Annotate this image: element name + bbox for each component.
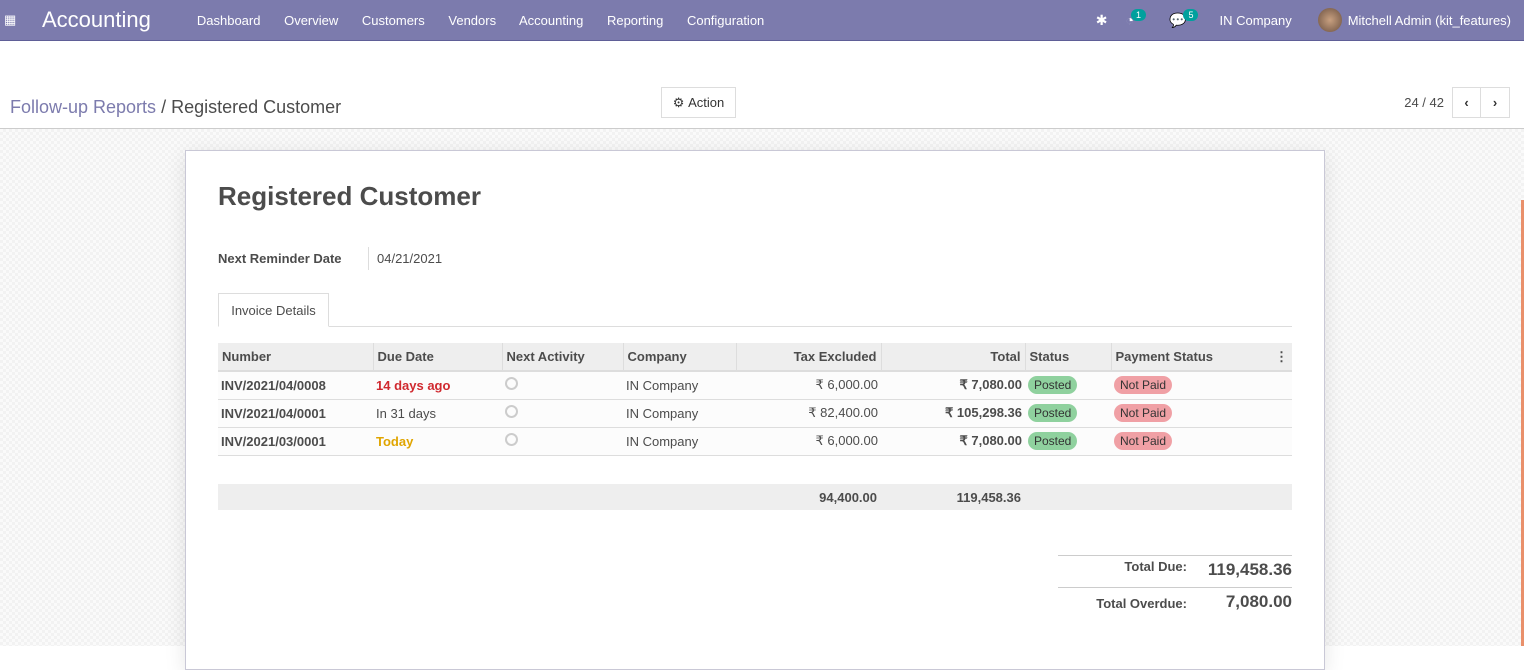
optional-columns-icon[interactable]: ⋮ — [1275, 348, 1288, 364]
scrollbar[interactable] — [1521, 200, 1524, 646]
main-menu: Dashboard Overview Customers Vendors Acc… — [197, 13, 784, 28]
form-sheet: Registered Customer Next Reminder Date 0… — [185, 150, 1325, 670]
status-badge: Posted — [1028, 404, 1078, 422]
col-next-activity[interactable]: Next Activity — [501, 343, 623, 372]
menu-customers[interactable]: Customers — [361, 12, 425, 28]
due-date: Today — [373, 427, 502, 456]
total: ₹ 105,298.36 — [881, 399, 1025, 428]
pager: 24 / 42 ‹ › — [1404, 87, 1510, 118]
total-due-label: Total Due: — [1124, 559, 1187, 574]
menu-configuration[interactable]: Configuration — [686, 12, 765, 28]
next-reminder-label: Next Reminder Date — [218, 251, 342, 266]
sum-total: 119,458.36 — [956, 490, 1021, 505]
col-status[interactable]: Status — [1024, 343, 1111, 372]
tax-excluded: ₹ 82,400.00 — [736, 399, 881, 428]
table-footer-totals: 94,400.00 119,458.36 — [218, 484, 1292, 510]
activity-clock-icon[interactable]: ◔ — [1125, 12, 1134, 28]
status-cell: Posted — [1025, 399, 1111, 428]
col-total[interactable]: Total — [880, 343, 1025, 372]
activity-clock-icon[interactable] — [505, 377, 518, 391]
total: ₹ 7,080.00 — [881, 427, 1025, 456]
col-due-date[interactable]: Due Date — [372, 343, 502, 372]
pager-value[interactable]: 24 / 42 — [1404, 95, 1444, 110]
status-cell: Posted — [1025, 371, 1111, 400]
activity-clock-icon[interactable] — [505, 405, 518, 418]
gear-icon: ⚙ — [672, 94, 689, 110]
total-due-value: 119,458.36 — [1207, 555, 1292, 580]
col-number[interactable]: Number — [218, 343, 373, 372]
col-company[interactable]: Company — [622, 343, 736, 372]
status-cell: Posted — [1025, 427, 1111, 456]
breadcrumb: Follow-up Reports / Registered Customer — [10, 97, 341, 118]
pager-previous-button[interactable]: ‹ — [1452, 87, 1481, 118]
invoice-number: INV/2021/04/0008 — [218, 371, 373, 400]
user-avatar[interactable] — [1317, 8, 1342, 32]
messages-badge: 5 — [1183, 9, 1199, 21]
tax-excluded: ₹ 6,000.00 — [736, 371, 881, 400]
control-panel: Follow-up Reports / Registered Customer — [0, 41, 1524, 129]
total: ₹ 7,080.00 — [881, 371, 1025, 400]
invoice-number: INV/2021/04/0001 — [218, 399, 373, 428]
totals-divider — [1058, 555, 1292, 556]
action-button[interactable]: ⚙ Action — [661, 87, 736, 118]
next-reminder-date-field[interactable]: 04/21/2021 — [368, 247, 442, 270]
menu-dashboard[interactable]: Dashboard — [196, 12, 261, 28]
invoice-number: INV/2021/03/0001 — [218, 427, 373, 456]
table-row[interactable]: INV/2021/04/0001 In 31 days IN Company ₹… — [218, 399, 1292, 428]
payment-status-badge: Not Paid — [1114, 404, 1173, 422]
payment-status-cell: Not Paid — [1111, 427, 1292, 456]
app-title[interactable]: Accounting — [42, 7, 151, 32]
status-badge: Posted — [1028, 376, 1078, 395]
next-activity-cell — [502, 427, 623, 456]
breadcrumb-current: Registered Customer — [171, 97, 342, 117]
tax-excluded: ₹ 6,000.00 — [736, 427, 881, 456]
next-activity-cell — [502, 371, 623, 400]
breadcrumb-separator: / — [161, 97, 167, 117]
page-title: Registered Customer — [218, 181, 481, 211]
status-badge: Posted — [1028, 432, 1078, 450]
payment-status-cell: Not Paid — [1111, 371, 1292, 400]
tab-divider — [218, 326, 1292, 327]
table-row[interactable]: INV/2021/03/0001 Today IN Company ₹ 6,00… — [218, 427, 1292, 456]
menu-reporting[interactable]: Reporting — [606, 12, 664, 28]
totals-divider-2 — [1058, 587, 1292, 588]
payment-status-cell: Not Paid — [1111, 399, 1292, 428]
activity-badge: 1 — [1131, 9, 1147, 21]
debug-bug-icon[interactable]: ✱ — [1095, 11, 1108, 28]
action-label: Action — [688, 95, 725, 110]
total-overdue-value: 7,080.00 — [1225, 592, 1292, 611]
col-tax-excluded[interactable]: Tax Excluded — [735, 343, 881, 372]
activity-clock-icon[interactable] — [505, 433, 518, 446]
company: IN Company — [623, 427, 736, 456]
payment-status-badge: Not Paid — [1114, 376, 1173, 395]
next-activity-cell — [502, 399, 623, 428]
company: IN Company — [623, 371, 736, 400]
pager-next-button[interactable]: › — [1481, 87, 1510, 118]
col-payment-status[interactable]: Payment Status ⋮ — [1110, 343, 1292, 372]
invoice-table: Number Due Date Next Activity Company Ta… — [218, 343, 1292, 456]
apps-grid-icon[interactable]: ▦ — [4, 12, 17, 27]
menu-vendors[interactable]: Vendors — [448, 12, 497, 28]
menu-accounting[interactable]: Accounting — [519, 12, 584, 28]
table-row[interactable]: INV/2021/04/0008 14 days ago IN Company … — [218, 371, 1292, 400]
breadcrumb-parent[interactable]: Follow-up Reports — [10, 97, 157, 117]
messages-chat-icon[interactable]: 💬 — [1169, 11, 1187, 28]
total-overdue-label: Total Overdue: — [1096, 596, 1187, 611]
top-navbar: ▦ Accounting Dashboard Overview Customer… — [0, 0, 1524, 41]
due-date: In 31 days — [373, 399, 502, 428]
due-date: 14 days ago — [373, 371, 502, 400]
menu-overview[interactable]: Overview — [284, 12, 339, 28]
company-switcher[interactable]: IN Company — [1219, 12, 1292, 28]
tab-invoice-details[interactable]: Invoice Details — [218, 293, 329, 327]
user-menu[interactable]: Mitchell Admin (kit_features) — [1347, 12, 1511, 28]
company: IN Company — [623, 399, 736, 428]
payment-status-badge: Not Paid — [1114, 432, 1173, 450]
sum-tax-excluded: 94,400.00 — [819, 490, 877, 505]
col-payment-status-label: Payment Status — [1115, 348, 1214, 364]
